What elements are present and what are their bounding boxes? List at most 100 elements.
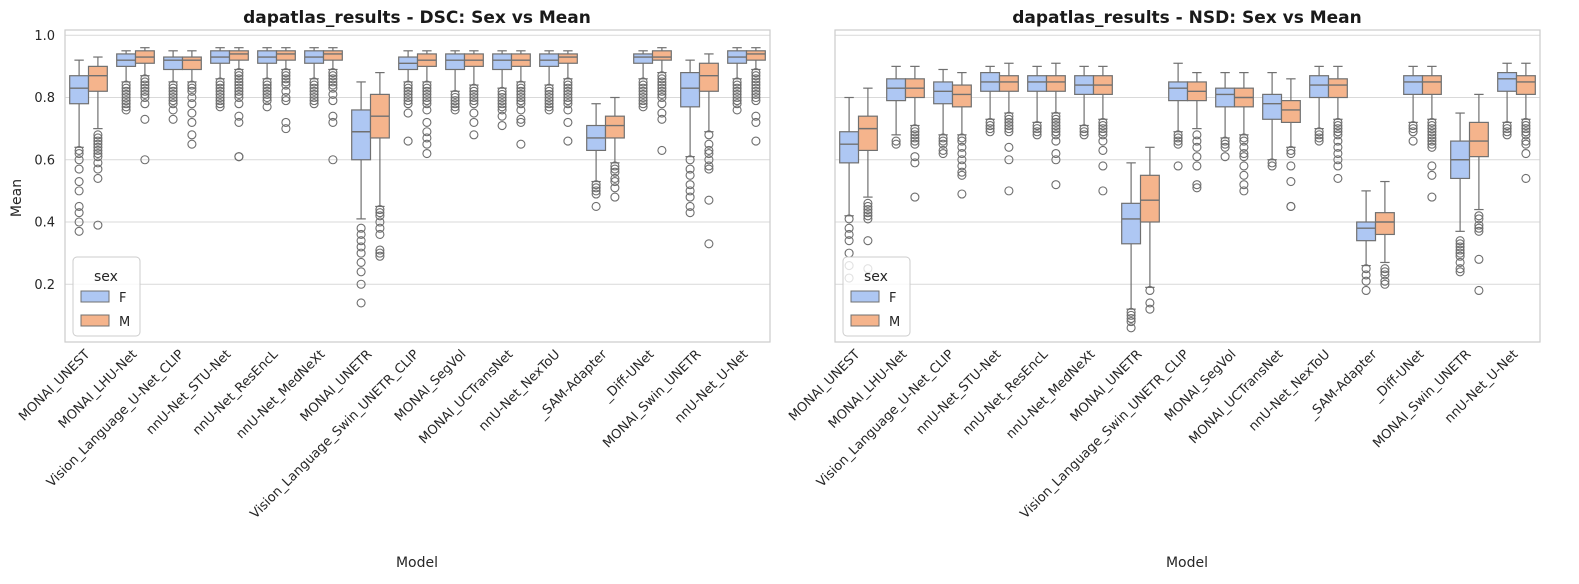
right-vision-language-u-net-clip-m-box (951, 84, 972, 108)
left-nnu-net-nextou-m-outlier-0 (563, 77, 573, 87)
right-monai-unest-m-outlier-6 (863, 236, 873, 246)
right-vision-language-swin-unetr-clip-f-outlier-3 (1173, 139, 1183, 149)
right-vision-language-swin-unetr-clip-m-outlier-5 (1192, 180, 1202, 190)
left-nnu-net-resencl-m-outlier-4 (281, 80, 291, 90)
right-monai-uctransnet-m-boxplot (1280, 78, 1301, 211)
left-monai-unest-f-outlier-9 (74, 148, 84, 159)
right-nnu-net-nextou-m-outlier-9 (1333, 161, 1343, 171)
left-monai-unetr-m-outlier-3 (375, 217, 385, 227)
right-monai-unest-m-outlier-0 (863, 198, 873, 208)
left-vision-language-u-net-clip-m-outlier-5 (187, 108, 197, 118)
left-monai-lhu-net-m-outlier-7 (140, 99, 150, 109)
right-monai-lhu-net-f-outlier-0 (891, 136, 901, 146)
left-nnu-net-u-net-m-outlier-4 (751, 80, 761, 90)
left-vision-language-swin-unetr-clip-m-outlier-3 (422, 89, 432, 99)
left-vision-language-u-net-clip-f-outlier-6 (168, 99, 178, 109)
left-vision-language-u-net-clip-m-outlier-4 (187, 99, 197, 109)
left-nnu-net-nextou-f-outlier-7 (544, 105, 554, 115)
right-vision-language-swin-unetr-clip-m-outlier-6 (1192, 183, 1202, 193)
left-nnu-net-mednext-m-outlier-9 (328, 117, 338, 127)
left-monai-segvol-f-outlier-2 (450, 96, 460, 106)
right-sam-adapter-m-outlier-3 (1380, 276, 1390, 286)
left-monai-uctransnet-f-box (492, 53, 513, 71)
left-nnu-net-u-net-m-boxplot (745, 47, 766, 146)
right-vision-language-swin-unetr-clip-m-outlier-4 (1192, 161, 1202, 171)
left-nnu-net-resencl-f-outlier-5 (262, 92, 272, 103)
left-sam-adapter-m-box (604, 115, 625, 139)
right-sam-adapter-m-outlier-1 (1380, 267, 1390, 277)
left-nnu-net-mednext-f-outlier-2 (309, 83, 319, 93)
left-monai-swin-unetr-f-outlier-3 (685, 180, 695, 190)
left-monai-unest-m-box (87, 65, 108, 92)
left-nnu-net-stu-net-f-outlier-6 (215, 96, 225, 106)
right-monai-uctransnet-f-box (1262, 93, 1283, 120)
right-nnu-net-nextou-f-outlier-3 (1314, 136, 1324, 146)
left-vision-language-u-net-clip-f-outlier-0 (168, 80, 178, 90)
left-diff-unet-f-outlier-6 (638, 96, 648, 106)
left-vision-language-u-net-clip-f-outlier-4 (168, 92, 178, 103)
left-sam-adapter-m-outlier-4 (610, 176, 620, 187)
right-nnu-net-stu-net-m-outlier-0 (1004, 111, 1014, 121)
left-monai-unetr-m-outlier-5 (375, 229, 385, 239)
right-monai-unetr-f-outlier-0 (1126, 307, 1136, 317)
right-nnu-net-mednext-m-outlier-7 (1098, 161, 1108, 171)
right-monai-unetr-m-outlier-0 (1145, 285, 1155, 296)
left-nnu-net-nextou-m-boxplot (557, 50, 578, 146)
right-vision-language-swin-unetr-clip-m-outlier-1 (1192, 136, 1202, 146)
left-monai-uctransnet-f-outlier-2 (497, 92, 507, 103)
right-monai-unest-f-outlier-3 (844, 236, 854, 246)
right-monai-lhu-net-f-box (886, 78, 907, 102)
left-monai-unest-m-outlier-4 (93, 142, 103, 152)
left-vision-language-swin-unetr-clip-f-outlier-5 (403, 96, 413, 106)
left-nnu-net-mednext-f-outlier-4 (309, 89, 319, 99)
right-diff-unet-m-outlier-3 (1427, 127, 1437, 137)
right-sam-adapter-f-boxplot (1356, 190, 1377, 296)
left-monai-unetr-m-outlier-2 (375, 211, 385, 221)
left-monai-unest-m-outlier-6 (93, 148, 103, 159)
left-monai-swin-unetr-f-outlier-7 (685, 208, 695, 218)
left-diff-unet-m-outlier-6 (657, 89, 667, 99)
left-chart-title: dapatlas_results - DSC: Sex vs Mean (243, 8, 591, 28)
left-monai-segvol-m-boxplot (463, 50, 484, 140)
left-nnu-net-u-net-m-outlier-7 (751, 89, 761, 99)
right-legend-swatch-m (850, 314, 880, 327)
left-monai-lhu-net-m-outlier-2 (140, 80, 150, 90)
right-nnu-net-stu-net-f-outlier-3 (985, 127, 995, 137)
right-sam-adapter-f-outlier-3 (1361, 285, 1371, 296)
left-monai-unetr-f-box (351, 109, 372, 161)
left-nnu-net-mednext-f-outlier-3 (309, 86, 319, 96)
left-monai-swin-unetr-f-outlier-5 (685, 192, 695, 202)
left-monai-uctransnet-m-outlier-3 (516, 89, 526, 99)
left-nnu-net-resencl-f-outlier-4 (262, 89, 272, 99)
left-monai-uctransnet-m-outlier-8 (516, 114, 526, 124)
left-legend-title: sex (94, 269, 118, 285)
left-nnu-net-mednext-f-outlier-6 (309, 96, 319, 106)
right-vision-language-u-net-clip-f-outlier-2 (938, 139, 948, 149)
right-monai-segvol-m-outlier-2 (1239, 142, 1249, 152)
right-nnu-net-u-net-m-outlier-4 (1521, 130, 1531, 140)
right-nnu-net-stu-net-m-outlier-2 (1004, 117, 1014, 127)
right-nnu-net-resencl-m-outlier-3 (1051, 120, 1061, 131)
left-nnu-net-stu-net-m-outlier-8 (234, 92, 244, 103)
right-vision-language-u-net-clip-f-outlier-1 (938, 136, 948, 146)
left-diff-unet-m-outlier-7 (657, 92, 667, 103)
left-monai-unest-m-outlier-5 (93, 145, 103, 155)
right-diff-unet-m-outlier-7 (1427, 139, 1437, 149)
left-monai-uctransnet-m-outlier-7 (516, 105, 526, 115)
right-monai-segvol-f-outlier-0 (1220, 136, 1230, 146)
left-vision-language-swin-unetr-clip-m-outlier-0 (422, 80, 432, 90)
left-monai-unest-f-outlier-5 (74, 201, 84, 211)
right-nnu-net-mednext-m-boxplot (1092, 65, 1113, 196)
right-monai-unest-f-outlier-1 (844, 223, 854, 233)
right-monai-segvol-m-outlier-8 (1239, 186, 1249, 196)
left-nnu-net-mednext-f-outlier-0 (309, 77, 319, 87)
left-vision-language-u-net-clip-m-outlier-1 (187, 83, 197, 93)
left-nnu-net-resencl-m-outlier-2 (281, 74, 291, 84)
right-monai-segvol-m-outlier-4 (1239, 152, 1249, 162)
right-diff-unet-m-outlier-9 (1427, 161, 1437, 171)
left-monai-swin-unetr-m-box (698, 62, 719, 92)
right-nnu-net-nextou-f-boxplot (1309, 65, 1330, 146)
left-diff-unet-m-outlier-4 (657, 83, 667, 93)
left-sam-adapter-m-outlier-2 (610, 167, 620, 177)
